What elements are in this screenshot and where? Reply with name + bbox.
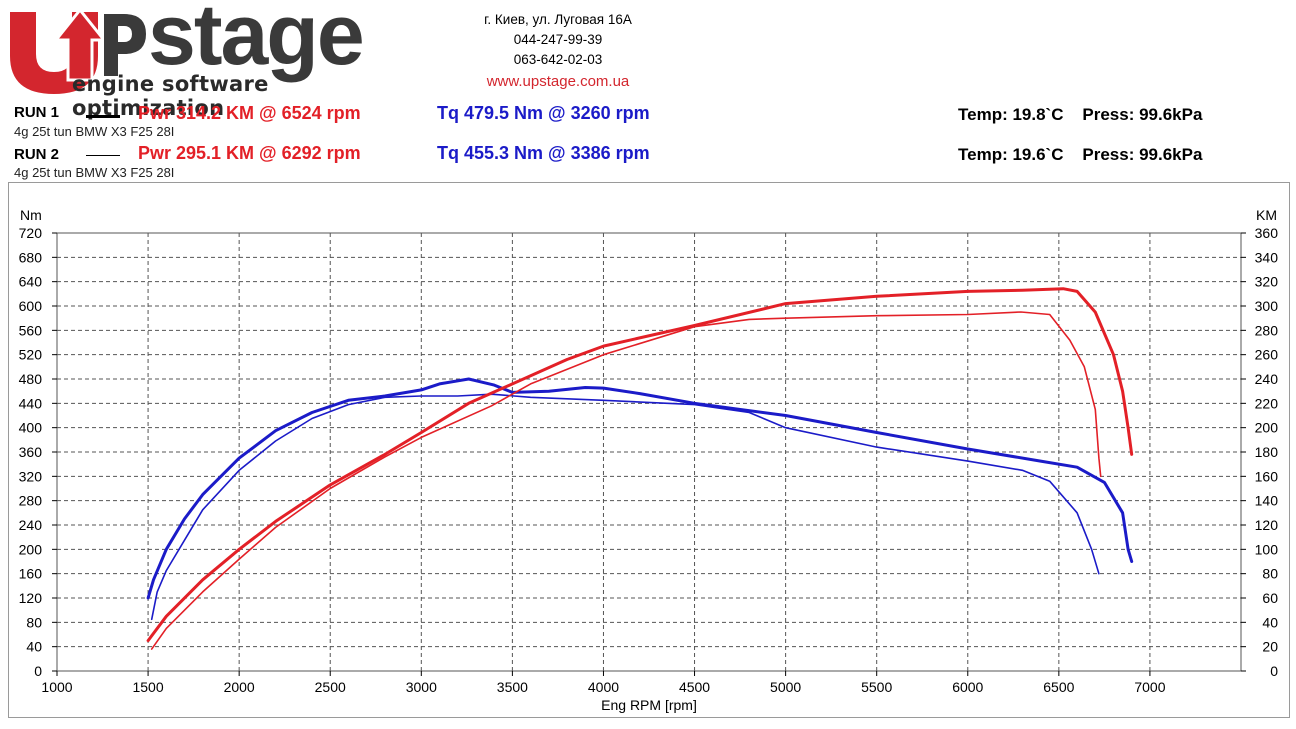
y-left-tick-label: 680: [19, 249, 43, 265]
y-right-tick-label: 20: [1262, 639, 1278, 655]
y-left-tick-label: 240: [19, 517, 43, 533]
y-left-tick-label: 600: [19, 298, 43, 314]
address-line: г. Киев, ул. Луговая 16А: [484, 12, 632, 27]
chart-frame: [8, 182, 1290, 718]
y-left-tick-label: 360: [19, 444, 43, 460]
run1-description: 4g 25t tun BMW X3 F25 28I: [14, 124, 175, 139]
y-left-tick-label: 520: [19, 347, 43, 363]
y-right-tick-label: 300: [1255, 298, 1279, 314]
logo-arrow: [52, 7, 108, 82]
x-tick-label: 4500: [679, 679, 710, 695]
run2-line-sample: [86, 155, 120, 156]
x-tick-label: 2500: [315, 679, 346, 695]
run2-torque: Tq 455.3 Nm @ 3386 rpm: [437, 143, 650, 163]
y-left-tick-label: 40: [26, 639, 42, 655]
y-right-tick-label: 40: [1262, 614, 1278, 630]
y-left-tick-label: 440: [19, 395, 43, 411]
x-tick-label: 5500: [861, 679, 892, 695]
run2-description: 4g 25t tun BMW X3 F25 28I: [14, 165, 175, 180]
y-right-tick-label: 240: [1255, 371, 1279, 387]
run2-conditions: Temp: 19.6`C Press: 99.6kPa: [958, 145, 1203, 164]
y-left-axis-label: Nm: [20, 207, 42, 223]
run2-label: RUN 2: [14, 146, 60, 163]
y-right-tick-label: 60: [1262, 590, 1278, 606]
x-tick-label: 3000: [406, 679, 437, 695]
y-right-tick-label: 320: [1255, 274, 1279, 290]
y-left-tick-label: 80: [26, 614, 42, 630]
x-tick-label: 7000: [1134, 679, 1165, 695]
website-link[interactable]: www.upstage.com.ua: [486, 73, 630, 90]
y-left-tick-label: 320: [19, 468, 43, 484]
run1-label: RUN 1: [14, 104, 60, 121]
y-left-tick-label: 200: [19, 541, 43, 557]
logo-wordmark: stage: [148, 0, 365, 83]
x-tick-label: 2000: [224, 679, 255, 695]
phone-2: 063-642-02-03: [513, 52, 603, 67]
y-right-tick-label: 160: [1255, 468, 1279, 484]
x-tick-label: 4000: [588, 679, 619, 695]
y-right-tick-label: 0: [1270, 663, 1278, 679]
phone-1: 044-247-99-39: [513, 32, 603, 47]
run1-torque: Tq 479.5 Nm @ 3260 rpm: [437, 103, 650, 123]
power-curve-run1: [146, 287, 1134, 643]
run1-conditions: Temp: 19.8`C Press: 99.6kPa: [958, 105, 1203, 124]
torque-curve-run1: [146, 377, 1134, 600]
y-right-tick-label: 280: [1255, 322, 1279, 338]
y-right-tick-label: 260: [1255, 347, 1279, 363]
x-tick-label: 1500: [132, 679, 163, 695]
y-right-tick-label: 360: [1255, 225, 1279, 241]
x-axis-label: Eng RPM [rpm]: [601, 697, 697, 713]
logo-tagline: engine software optimization: [72, 72, 269, 120]
x-tick-label: 1000: [41, 679, 72, 695]
power-curve-run2: [150, 311, 1102, 650]
x-tick-label: 6000: [952, 679, 983, 695]
y-right-axis-label: KM: [1256, 207, 1277, 223]
y-left-tick-label: 720: [19, 225, 43, 241]
y-right-tick-label: 180: [1255, 444, 1279, 460]
run1-line-sample: [86, 115, 120, 118]
y-right-tick-label: 100: [1255, 541, 1279, 557]
y-left-tick-label: 0: [34, 663, 42, 679]
upstage-logo: stage engine software optimization: [6, 0, 406, 120]
y-left-tick-label: 280: [19, 493, 43, 509]
y-right-tick-label: 340: [1255, 249, 1279, 265]
y-left-tick-label: 160: [19, 566, 43, 582]
run1-power: Pwr 314.2 KM @ 6524 rpm: [138, 103, 361, 123]
x-tick-label: 5000: [770, 679, 801, 695]
logo-p-mark: [104, 14, 146, 76]
y-left-tick-label: 120: [19, 590, 43, 606]
y-right-tick-label: 80: [1262, 566, 1278, 582]
x-tick-label: 6500: [1043, 679, 1074, 695]
y-left-tick-label: 560: [19, 322, 43, 338]
run2-power: Pwr 295.1 KM @ 6292 rpm: [138, 143, 361, 163]
y-right-tick-label: 220: [1255, 395, 1279, 411]
y-left-tick-label: 400: [19, 420, 43, 436]
y-left-tick-label: 640: [19, 274, 43, 290]
y-left-tick-label: 480: [19, 371, 43, 387]
x-tick-label: 3500: [497, 679, 528, 695]
y-right-tick-label: 200: [1255, 420, 1279, 436]
y-right-tick-label: 120: [1255, 517, 1279, 533]
y-right-tick-label: 140: [1255, 493, 1279, 509]
